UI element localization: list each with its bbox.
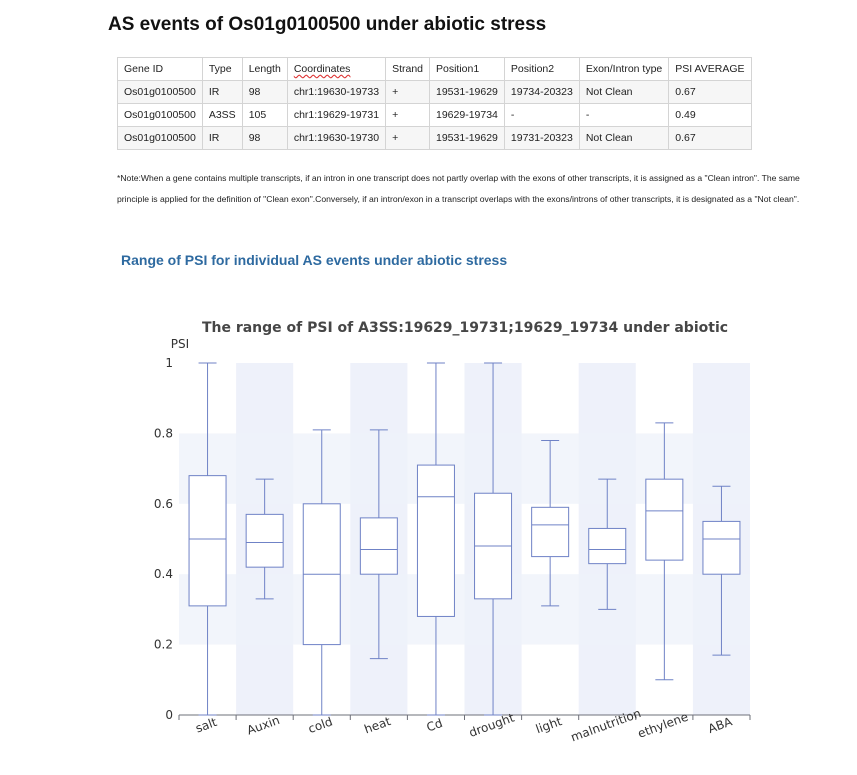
table-row: Os01g0100500 IR 98 chr1:19630-19733 + 19… [117,80,752,104]
table-cell: 19734-20323 [503,80,580,104]
table-cell: 0.67 [668,126,752,150]
x-tick-label: Cd [425,716,445,735]
col-type[interactable]: Type [201,57,243,81]
box-cd [416,464,455,617]
table-row: Os01g0100500 A3SS 105 chr1:19629-19731 +… [117,103,752,127]
y-tick-label: 0 [165,708,173,722]
section-title: Range of PSI for individual AS events un… [121,252,508,268]
box-ethylene [645,478,684,561]
box-aba [702,520,741,575]
col-exon-intron-type[interactable]: Exon/Intron type [578,57,670,81]
table-cell: chr1:19629-19731 [286,103,387,127]
table-cell: 105 [241,103,288,127]
box-salt [188,475,227,607]
table-cell: A3SS [201,103,243,127]
col-gene-id[interactable]: Gene ID [117,57,203,81]
x-tick-label: Auxin [245,713,282,738]
x-tick-label: ABA [706,714,735,736]
col-position2[interactable]: Position2 [503,57,580,81]
table-cell: 0.67 [668,80,752,104]
table-cell: Not Clean [578,126,670,150]
y-tick-label: 0.4 [154,567,173,581]
x-tick-label: cold [306,714,334,736]
table-cell: chr1:19630-19733 [286,80,387,104]
x-tick-label: ethylene [636,710,690,741]
x-tick-label: light [534,714,564,736]
y-axis-label: PSI [171,337,189,351]
col-coordinates[interactable]: Coordinates [286,57,387,81]
page-title: AS events of Os01g0100500 under abiotic … [108,14,547,35]
y-tick-label: 0.8 [154,426,173,440]
table-cell: 19629-19734 [429,103,505,127]
table-cell: + [385,80,430,104]
table-cell: - [503,103,580,127]
value-band [179,574,750,645]
table-row: Os01g0100500 IR 98 chr1:19630-19730 + 19… [117,126,752,150]
table-cell: chr1:19630-19730 [286,126,387,150]
col-position1[interactable]: Position1 [429,57,505,81]
table-cell: IR [201,80,243,104]
x-tick-label: salt [194,715,219,736]
table-cell: 98 [241,126,288,150]
box-heat [359,517,398,575]
y-tick-label: 0.6 [154,497,173,511]
table-cell: Not Clean [578,80,670,104]
box-light [531,506,570,558]
table-cell: 19531-19629 [429,126,505,150]
y-tick-label: 0.2 [154,638,173,652]
x-tick-label: heat [362,714,392,737]
table-cell: 98 [241,80,288,104]
box-malnutrition [588,527,627,565]
box-auxin [245,513,284,568]
chart-title: The range of PSI of A3SS:19629_19731;196… [202,320,728,336]
col-psi-average[interactable]: PSI AVERAGE [668,57,752,81]
table-header-row: Gene ID Type Length Coordinates Strand P… [117,57,752,81]
y-tick-label: 1 [165,356,173,370]
table-cell: - [578,103,670,127]
note-text: *Note:When a gene contains multiple tran… [117,173,800,204]
col-length[interactable]: Length [241,57,288,81]
table-cell: 19731-20323 [503,126,580,150]
table-cell: Os01g0100500 [117,126,203,150]
table-cell: Os01g0100500 [117,103,203,127]
table-cell: IR [201,126,243,150]
col-strand[interactable]: Strand [385,57,430,81]
table-cell: Os01g0100500 [117,80,203,104]
table-cell: + [385,103,430,127]
as-events-table: Gene ID Type Length Coordinates Strand P… [117,57,752,150]
psi-boxplot-chart: The range of PSI of A3SS:19629_19731;196… [154,320,751,744]
table-cell: 19531-19629 [429,80,505,104]
table-cell: + [385,126,430,150]
table-cell: 0.49 [668,103,752,127]
